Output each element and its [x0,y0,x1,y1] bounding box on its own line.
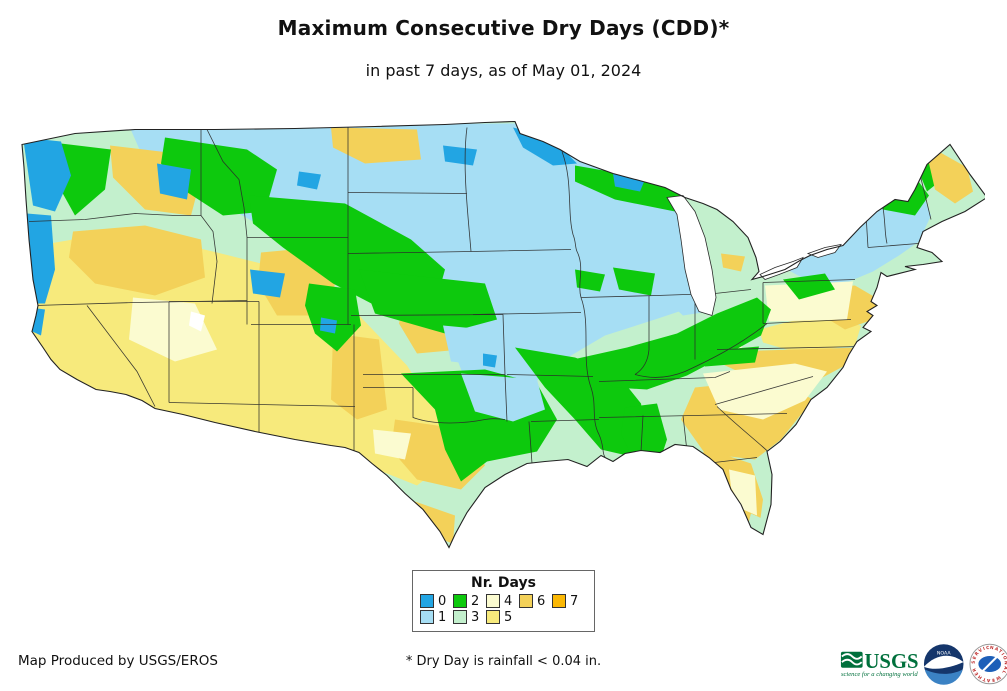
legend-swatch-7 [552,594,566,608]
legend-swatch-5 [486,610,500,624]
legend-title: Nr. Days [471,575,536,591]
legend-item-4: 4 [486,594,519,608]
legend-label-4: 4 [504,593,513,609]
page-title: Maximum Consecutive Dry Days (CDD)* [277,16,730,40]
legend-swatch-4 [486,594,500,608]
legend-swatch-0 [420,594,434,608]
us-dry-days-map [15,119,988,560]
state-borders [28,127,932,470]
legend-swatch-6 [519,594,533,608]
page-subtitle: in past 7 days, as of May 01, 2024 [365,61,642,80]
legend-label-5: 5 [504,609,513,625]
legend-label-6: 6 [537,593,546,609]
legend-item-6: 6 [519,594,552,608]
usgs-logo-text: USGS [864,651,918,673]
dry-day-footnote: * Dry Day is rainfall < 0.04 in. [405,654,602,669]
legend-row-1: 0 2 4 6 7 [420,594,587,608]
legend-swatch-2 [453,594,467,608]
map-region-blue [23,127,645,368]
legend-item-7: 7 [552,594,585,608]
legend-label-2: 2 [471,593,480,609]
lake-michigan [666,195,717,317]
legend-item-5: 5 [486,610,519,624]
legend-label-3: 3 [471,609,480,625]
usgs-tagline: science for a changing world [841,671,918,678]
us-map-svg [21,120,988,549]
usgs-logo: USGS science for a changing world [840,651,919,678]
legend-swatch-3 [453,610,467,624]
legend-box: Nr. Days 0 2 4 6 7 1 3 5 [412,570,595,632]
legend-label-7: 7 [570,593,579,609]
legend-item-3: 3 [453,610,486,624]
agency-logos: USGS science for a changing world NOAA N… [840,640,1007,688]
legend-item-1: 1 [420,610,453,624]
map-fill-regions [22,121,987,548]
legend-swatch-1 [420,610,434,624]
legend-label-1: 1 [438,609,447,625]
map-credit: Map Produced by USGS/EROS [18,653,218,669]
nws-logo: NATIONAL WEATHER SERVICE [969,643,1007,685]
legend-row-2: 1 3 5 [420,610,587,624]
legend-item-2: 2 [453,594,486,608]
legend-label-0: 0 [438,593,447,609]
noaa-logo-text: NOAA [937,651,951,657]
noaa-logo: NOAA [924,644,964,685]
great-salt-lake [189,311,205,332]
legend-item-0: 0 [420,594,453,608]
